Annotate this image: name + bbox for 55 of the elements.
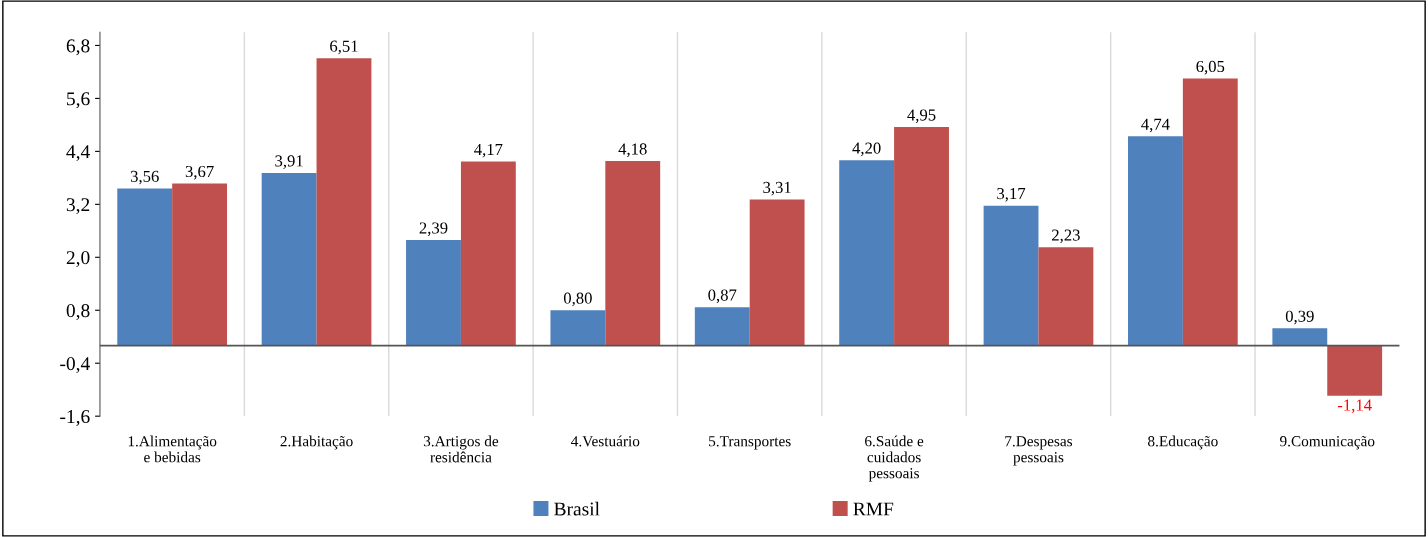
x-tick-label: 6.Saúde e cuidados pessoais <box>865 435 924 482</box>
data-label: 4,17 <box>474 143 503 158</box>
bar <box>316 58 372 346</box>
data-label: 3,67 <box>185 165 214 180</box>
data-label: 4,74 <box>1141 118 1170 133</box>
y-tick-label: -0,4 <box>60 357 90 373</box>
x-tick-label: 7.Despesas pessoais <box>1005 436 1073 466</box>
data-label: 3,56 <box>130 170 159 185</box>
y-tick-label: 3,2 <box>66 198 90 215</box>
bar <box>406 240 461 346</box>
y-tick-label: 5,6 <box>67 92 90 109</box>
bar <box>983 205 1039 346</box>
data-label: 6,51 <box>330 40 358 55</box>
x-tick-label: 3.Artigos de residência <box>423 435 499 463</box>
data-label: 3,31 <box>763 181 791 196</box>
bar <box>839 160 895 346</box>
bar <box>1127 136 1183 346</box>
bar <box>1182 78 1238 346</box>
data-label: 4,20 <box>852 142 881 157</box>
x-tick-label: 4.Vestuário <box>571 435 640 447</box>
bar <box>172 183 228 346</box>
y-tick-label: 4,4 <box>66 145 90 162</box>
bar <box>550 310 606 346</box>
bar <box>694 307 750 346</box>
data-label: 2,23 <box>1052 229 1080 244</box>
y-tick-label: 2,0 <box>66 251 90 268</box>
data-label: 3,17 <box>997 187 1026 202</box>
bar <box>749 199 805 346</box>
data-label: 4,95 <box>907 109 936 124</box>
bar <box>261 173 317 346</box>
data-label: 6,05 <box>1196 60 1225 75</box>
y-tick-label: 0,8 <box>66 304 90 320</box>
data-label: 3,91 <box>275 155 303 169</box>
y-tick-label: -1,6 <box>60 410 90 426</box>
data-label: -1,14 <box>1337 399 1372 414</box>
x-tick-label: 9.Comunicação <box>1280 435 1375 450</box>
x-tick-label: 5.Transportes <box>709 436 791 450</box>
bar <box>605 161 661 346</box>
bar <box>117 188 173 346</box>
x-tick-label: 8.Educação <box>1148 435 1218 450</box>
bar <box>894 127 949 346</box>
data-label: 0,39 <box>1285 310 1314 325</box>
data-label: 0,80 <box>563 292 592 307</box>
x-tick-label: 2.Habitação <box>280 435 353 450</box>
data-label: 0,87 <box>708 289 737 304</box>
bar <box>1327 345 1383 396</box>
bar <box>460 161 516 346</box>
legend-label: Brasil <box>554 501 600 516</box>
bar <box>1038 247 1094 346</box>
legend-label: RMF <box>853 502 894 516</box>
y-tick-label: 6,8 <box>66 39 90 56</box>
data-label: 2,39 <box>419 222 448 237</box>
x-tick-label: 1.Alimentação e bebidas <box>128 435 217 463</box>
bar <box>1272 328 1328 346</box>
data-label: 4,18 <box>618 143 647 158</box>
